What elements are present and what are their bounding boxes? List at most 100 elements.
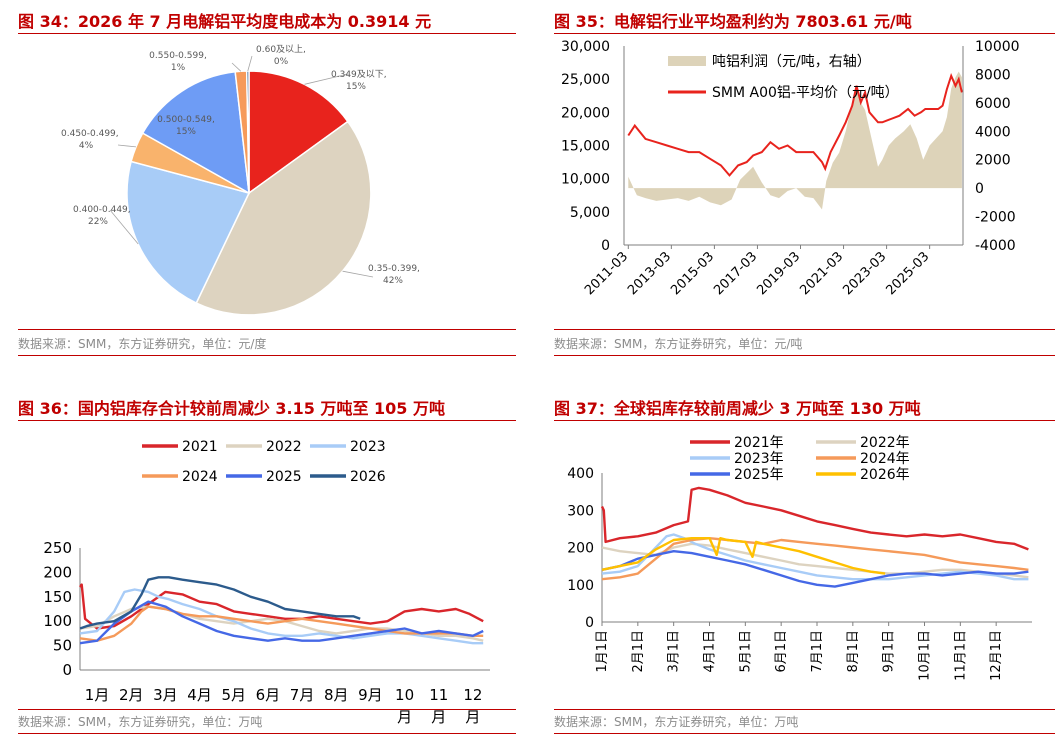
- title-divider: [18, 420, 516, 421]
- leader-line: [247, 55, 253, 72]
- legend-label: 2025: [266, 469, 302, 485]
- chart-title: 图 36：国内铝库存合计较前周减少 3.15 万吨至 105 万吨: [18, 399, 445, 418]
- y-left-tick-label: 20,000: [561, 105, 610, 121]
- source-note: 数据来源：SMM，东方证券研究，单位：万吨: [18, 715, 263, 729]
- x-tick-label: 11月1日: [953, 630, 968, 681]
- source-divider-bottom: [18, 355, 516, 356]
- x-tick-label: 4月1日: [703, 630, 718, 673]
- slice-label: 0.450-0.499,: [61, 129, 119, 139]
- x-tick-label: 2017-03: [711, 249, 760, 298]
- slice-label: 0.349及以下,: [331, 69, 387, 80]
- legend-label: 2025年: [734, 467, 784, 483]
- legend-label-price: SMM A00铝-平均价（元/吨）: [712, 85, 899, 101]
- legend-label: 2022: [266, 439, 302, 455]
- y-right-tick-label: 10000: [975, 39, 1020, 55]
- legend-label: 2024年: [860, 451, 910, 467]
- slice-pct: 1%: [171, 63, 186, 73]
- x-tick-label: 2023-03: [840, 249, 889, 298]
- source-note: 数据来源：SMM，东方证券研究，单位：元/度: [18, 337, 267, 351]
- slice-pct: 4%: [79, 141, 94, 151]
- x-tick-label: 2013-03: [625, 249, 674, 298]
- panel-global-inventory: 图 37：全球铝库存较前周减少 3 万吨至 130 万吨 0 100 200 300 4…: [554, 385, 1055, 741]
- series-line: [79, 576, 361, 630]
- y-right-tick-label: 6000: [975, 96, 1011, 112]
- source-note: 数据来源：SMM，东方证券研究，单位：万吨: [554, 715, 799, 729]
- profit-area: [628, 71, 962, 210]
- series-line: [601, 550, 1029, 588]
- y-tick-label: 100: [43, 612, 72, 630]
- leader-line: [231, 62, 242, 72]
- leader-line: [117, 144, 137, 148]
- y-left-tick-label: 25,000: [561, 72, 610, 88]
- series-line: [600, 486, 1029, 551]
- y-left-tick-label: 10,000: [561, 172, 610, 188]
- source-divider-top: [554, 709, 1055, 710]
- x-tick-label: 5月1日: [738, 630, 753, 673]
- series-line: [79, 583, 484, 630]
- legend-label-profit: 吨铝利润（元/吨，右轴）: [712, 54, 871, 70]
- series-line: [79, 600, 484, 645]
- legend-label: 2023: [350, 439, 386, 455]
- y-tick-label: 0: [585, 615, 594, 631]
- x-tick-label: 4月: [187, 686, 212, 704]
- x-tick-label: 2015-03: [668, 249, 717, 298]
- series-line: [79, 588, 484, 645]
- pie-slice: [248, 70, 349, 195]
- source-divider-bottom: [554, 355, 1055, 356]
- y-right-tick-label: 2000: [975, 153, 1011, 169]
- x-tick-label: 8月: [324, 686, 349, 704]
- legend-label: 2023年: [734, 451, 784, 467]
- x-tick-label: 2025-03: [883, 249, 932, 298]
- slice-label: 0.500-0.549,: [157, 115, 215, 125]
- y-left-tick-label: 15,000: [561, 139, 610, 155]
- y-tick-label: 50: [53, 637, 72, 655]
- y-tick-label: 100: [567, 578, 594, 594]
- y-tick-label: 200: [567, 541, 594, 557]
- x-tick-label: 12: [463, 686, 482, 704]
- y-right-tick-label: -4000: [975, 238, 1016, 254]
- y-right-tick-label: 0: [975, 181, 984, 197]
- y-tick-label: 400: [567, 466, 594, 482]
- x-tick-label: 2月: [119, 686, 144, 704]
- x-tick-label: 月: [431, 708, 446, 726]
- pie-slice: [126, 160, 251, 305]
- source-divider-top: [18, 329, 516, 330]
- y-tick-label: 0: [62, 661, 72, 679]
- x-tick-label: 8月1日: [846, 630, 861, 673]
- panel-domestic-inventory: 图 36：国内铝库存合计较前周减少 3.15 万吨至 105 万吨 0 50 100…: [18, 385, 516, 741]
- series-line: [601, 542, 1029, 579]
- pie-chart: 0.349及以下, 15% 0.35-0.399, 42% 0.400-0.449, 22…: [61, 44, 420, 316]
- source-divider-bottom: [18, 733, 516, 734]
- x-tick-label: 2011-03: [582, 249, 631, 298]
- x-tick-label: 10: [395, 686, 414, 704]
- legend-label: 2026年: [860, 467, 910, 483]
- x-tick-label: 9月1日: [882, 630, 897, 673]
- x-tick-label: 3月: [153, 686, 178, 704]
- x-tick-label: 12月1日: [989, 630, 1004, 681]
- dual-axis-chart: 0 5,000 10,000 15,000 20,000 25,000 30,000 -400…: [561, 39, 1020, 298]
- y-left-tick-label: 0: [601, 238, 610, 254]
- x-tick-label: 9月: [358, 686, 383, 704]
- source-note: 数据来源：SMM，东方证券研究，单位：元/吨: [554, 337, 803, 351]
- legend-label: 2021: [182, 439, 218, 455]
- x-tick-label: 1月: [85, 686, 110, 704]
- series-line: [601, 537, 1029, 581]
- legend-label: 2026: [350, 469, 386, 485]
- chart-title: 图 35：电解铝行业平均盈利约为 7803.61 元/吨: [554, 12, 912, 31]
- y-left-tick-label: 30,000: [561, 39, 610, 55]
- title-divider: [554, 33, 1055, 34]
- pie-slice: [141, 70, 250, 195]
- y-tick-label: 300: [567, 503, 594, 519]
- y-right-tick-label: -2000: [975, 210, 1016, 226]
- legend-swatch-profit: [668, 56, 706, 66]
- price-line: [627, 72, 963, 177]
- legend-label: 2022年: [860, 435, 910, 451]
- slice-label: 0.35-0.399,: [368, 264, 420, 274]
- source-divider-top: [554, 329, 1055, 330]
- slice-label: 0.550-0.599,: [149, 51, 207, 61]
- slice-pct: 15%: [346, 82, 366, 92]
- x-tick-label: 2019-03: [754, 249, 803, 298]
- y-tick-label: 200: [43, 563, 72, 581]
- slice-label: 0.60及以上,: [256, 44, 306, 55]
